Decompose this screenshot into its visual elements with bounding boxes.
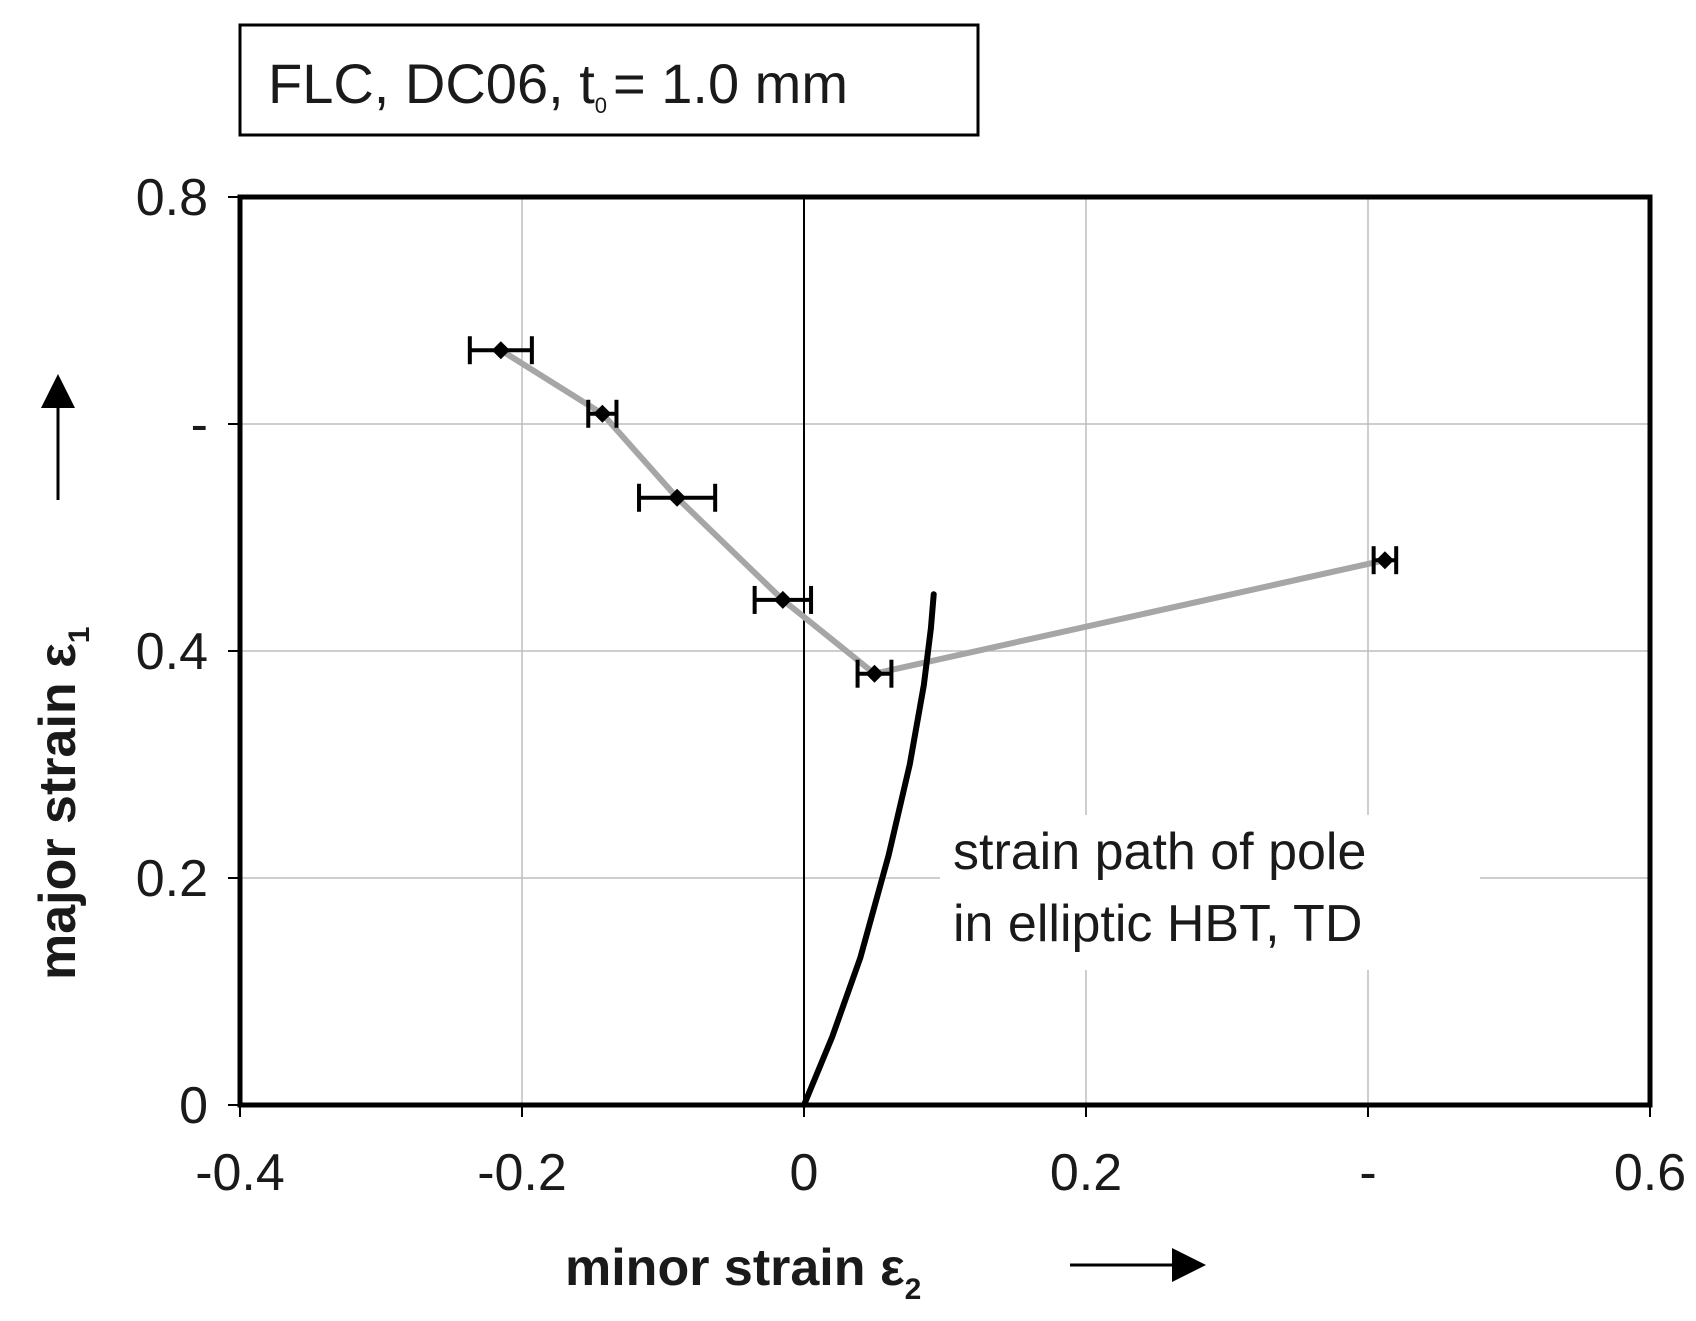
x-tick-label-3: 0.2 (1050, 1144, 1122, 1202)
y-tick-label-4: 0.8 (136, 169, 208, 227)
y-axis-label-subscript: 1 (63, 627, 96, 644)
y-tick-label-3: - (191, 396, 208, 454)
x-tick-label-1: -0.2 (477, 1144, 567, 1202)
annotation-line-1: strain path of pole (953, 823, 1366, 881)
title-frame (238, 23, 980, 137)
x-tick-label-4: - (1359, 1144, 1376, 1202)
flc-point-1 (593, 404, 612, 423)
x-tick-label-0: -0.4 (195, 1144, 285, 1202)
chart-title-prefix: FLC, DC06, t (268, 52, 595, 115)
x-axis-ticks: -0.4 -0.2 0 0.2 - 0.6 (195, 1105, 1686, 1202)
flc-line (499, 347, 1386, 677)
x-axis-title: minor strain ε2 (565, 1239, 1206, 1306)
series-strain-path (801, 591, 937, 1108)
x-axis-arrow-head (1172, 1248, 1206, 1282)
y-tick-label-0: 0 (179, 1077, 208, 1135)
y-axis-label: major strain ε1 (29, 627, 96, 980)
y-axis-arrow-head (41, 374, 75, 408)
x-tick-label-5: 0.6 (1614, 1144, 1686, 1202)
y-axis-ticks: 0 0.2 0.4 - 0.8 (136, 169, 240, 1135)
x-tick-label-2: 0 (790, 1144, 819, 1202)
y-axis-title: major strain ε1 (29, 374, 96, 980)
y-axis-label-text: major strain ε (29, 643, 87, 980)
chart-title-box: FLC, DC06, t0 = 1.0 mm (238, 23, 980, 137)
flc-point-3 (773, 590, 792, 609)
strain-path-line (801, 591, 937, 1108)
chart-title-subscript: 0 (595, 93, 607, 118)
chart-title-suffix: = 1.0 mm (613, 52, 848, 115)
y-tick-label-1: 0.2 (136, 850, 208, 908)
series-flc (467, 336, 1399, 688)
x-axis-label-subscript: 2 (905, 1273, 922, 1306)
chart-title: FLC, DC06, t0 = 1.0 mm (268, 52, 848, 118)
flc-point-4 (865, 664, 884, 683)
strain-path-annotation: strain path of pole in elliptic HBT, TD (940, 815, 1480, 970)
flc-point-2 (668, 488, 687, 507)
annotation-line-2: in elliptic HBT, TD (953, 895, 1362, 953)
x-axis-label: minor strain ε2 (565, 1239, 921, 1306)
x-axis-label-text: minor strain ε (565, 1239, 905, 1297)
flc-point-5 (1375, 551, 1394, 570)
series-layer (467, 336, 1399, 1108)
y-tick-label-2: 0.4 (136, 623, 208, 681)
annotation-background (940, 815, 1480, 970)
flc-point-0 (491, 341, 510, 360)
